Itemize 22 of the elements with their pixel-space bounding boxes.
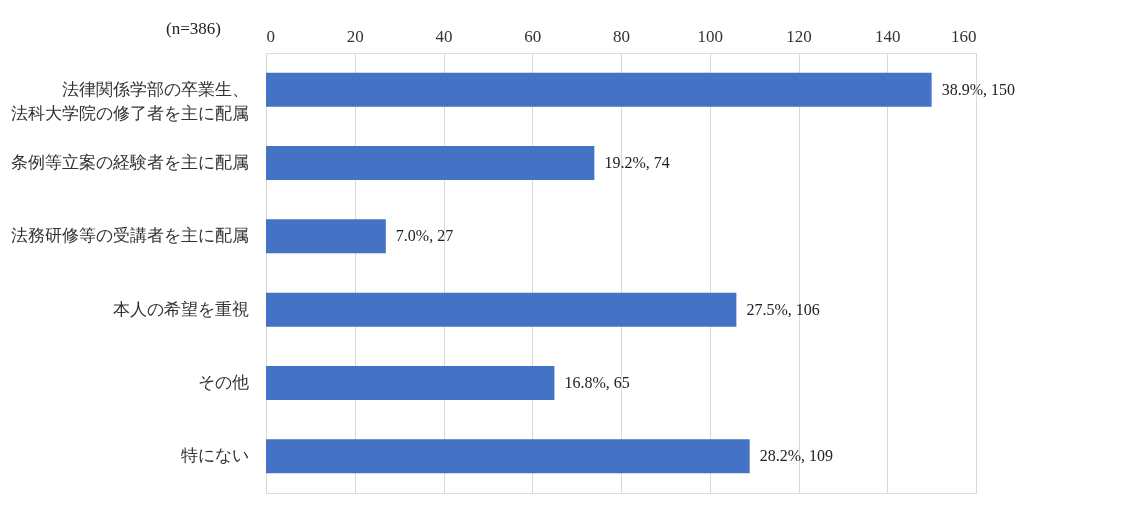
x-tick-label: 20 bbox=[346, 26, 364, 46]
x-tick-label: 100 bbox=[697, 26, 723, 46]
y-tick-label: その他 bbox=[197, 372, 249, 392]
x-tick-label: 0 bbox=[266, 26, 275, 46]
x-tick-label: 140 bbox=[875, 26, 901, 46]
y-tick-label: 法律関係学部の卒業生、法科大学院の修了者を主に配属 bbox=[10, 78, 249, 123]
y-tick-label: 法務研修等の受講者を主に配属 bbox=[10, 225, 249, 246]
y-tick-label: 本人の希望を重視 bbox=[112, 298, 249, 319]
x-tick-label: 120 bbox=[786, 26, 812, 46]
data-label: 38.9%, 150 bbox=[941, 80, 1015, 98]
data-label: 27.5%, 106 bbox=[746, 300, 820, 318]
x-tick-label: 160 bbox=[951, 26, 977, 46]
data-label: 7.0%, 27 bbox=[395, 227, 454, 245]
x-tick-label: 80 bbox=[613, 26, 630, 46]
x-tick-label: 40 bbox=[435, 26, 453, 46]
x-tick-label: 60 bbox=[524, 26, 542, 46]
y-tick-label: 条例等立案の経験者を主に配属 bbox=[10, 152, 249, 172]
data-label: 19.2%, 74 bbox=[604, 154, 670, 171]
text: (n=386) bbox=[166, 19, 221, 38]
y-tick-label: 特にない bbox=[180, 445, 249, 466]
data-label: 28.2%, 109 bbox=[759, 447, 834, 465]
data-label: 16.8%, 65 bbox=[564, 374, 630, 391]
